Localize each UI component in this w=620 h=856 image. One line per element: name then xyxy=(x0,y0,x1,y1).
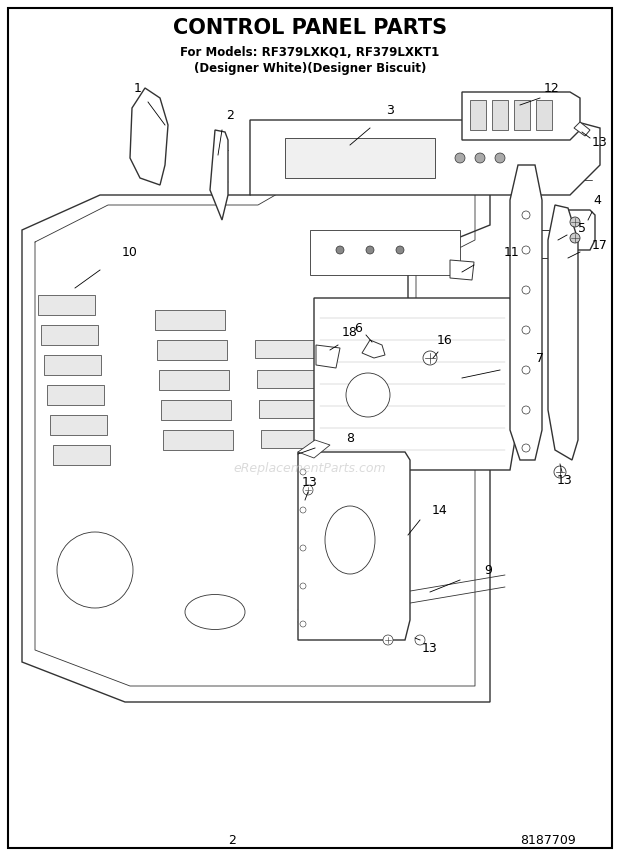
Polygon shape xyxy=(261,430,321,448)
Circle shape xyxy=(300,621,306,627)
Polygon shape xyxy=(285,138,435,178)
Polygon shape xyxy=(298,452,410,640)
Polygon shape xyxy=(310,230,460,275)
Circle shape xyxy=(522,286,530,294)
Circle shape xyxy=(522,246,530,254)
Text: 7: 7 xyxy=(536,352,544,365)
Polygon shape xyxy=(155,310,225,330)
Polygon shape xyxy=(157,340,227,360)
Polygon shape xyxy=(47,385,104,405)
Circle shape xyxy=(346,373,390,417)
Polygon shape xyxy=(22,165,490,702)
Circle shape xyxy=(383,635,393,645)
Polygon shape xyxy=(510,165,542,460)
Polygon shape xyxy=(574,122,590,136)
Polygon shape xyxy=(470,100,486,130)
Text: 6: 6 xyxy=(354,322,362,335)
Text: eReplacementParts.com: eReplacementParts.com xyxy=(234,461,386,474)
Text: 10: 10 xyxy=(122,246,138,259)
Circle shape xyxy=(423,351,437,365)
Polygon shape xyxy=(159,370,229,390)
Text: 13: 13 xyxy=(592,135,608,148)
Ellipse shape xyxy=(185,595,245,629)
Circle shape xyxy=(300,545,306,551)
Polygon shape xyxy=(560,210,595,250)
Text: 9: 9 xyxy=(484,563,492,576)
Text: 2: 2 xyxy=(226,109,234,122)
Circle shape xyxy=(522,326,530,334)
Circle shape xyxy=(415,635,425,645)
Text: CONTROL PANEL PARTS: CONTROL PANEL PARTS xyxy=(173,18,447,38)
Polygon shape xyxy=(314,298,515,470)
Polygon shape xyxy=(250,120,600,195)
Circle shape xyxy=(396,246,404,254)
Polygon shape xyxy=(41,325,98,345)
Text: For Models: RF379LXKQ1, RF379LXKT1: For Models: RF379LXKQ1, RF379LXKT1 xyxy=(180,45,440,58)
Polygon shape xyxy=(492,100,508,130)
Circle shape xyxy=(522,366,530,374)
Text: 16: 16 xyxy=(437,334,453,347)
Polygon shape xyxy=(548,205,578,460)
Polygon shape xyxy=(462,92,580,140)
Text: 18: 18 xyxy=(342,325,358,338)
Text: 13: 13 xyxy=(302,475,318,489)
Circle shape xyxy=(455,153,465,163)
Text: 8187709: 8187709 xyxy=(520,834,576,847)
Polygon shape xyxy=(316,345,340,368)
Text: 2: 2 xyxy=(228,834,236,847)
Circle shape xyxy=(303,485,313,495)
Circle shape xyxy=(336,246,344,254)
Circle shape xyxy=(475,153,485,163)
Polygon shape xyxy=(161,400,231,420)
Text: 1: 1 xyxy=(134,81,142,94)
Circle shape xyxy=(300,507,306,513)
Circle shape xyxy=(300,469,306,475)
Circle shape xyxy=(300,583,306,589)
Polygon shape xyxy=(298,440,330,458)
Text: 13: 13 xyxy=(422,641,438,655)
Text: 11: 11 xyxy=(504,246,520,259)
Polygon shape xyxy=(528,230,550,258)
Polygon shape xyxy=(259,400,319,418)
Text: 3: 3 xyxy=(386,104,394,116)
Polygon shape xyxy=(536,100,552,130)
Polygon shape xyxy=(130,88,168,185)
Circle shape xyxy=(57,532,133,608)
Polygon shape xyxy=(255,340,315,358)
Circle shape xyxy=(522,406,530,414)
Circle shape xyxy=(522,211,530,219)
Polygon shape xyxy=(257,370,317,388)
Circle shape xyxy=(366,246,374,254)
Text: 5: 5 xyxy=(578,222,586,235)
Polygon shape xyxy=(210,130,228,220)
Polygon shape xyxy=(44,355,101,375)
Polygon shape xyxy=(514,100,530,130)
Circle shape xyxy=(522,444,530,452)
Polygon shape xyxy=(53,445,110,465)
Circle shape xyxy=(570,217,580,227)
Polygon shape xyxy=(163,430,233,450)
Circle shape xyxy=(554,466,566,478)
Text: 12: 12 xyxy=(544,81,560,94)
Text: 13: 13 xyxy=(557,473,573,486)
Polygon shape xyxy=(38,295,95,315)
Text: 17: 17 xyxy=(592,239,608,252)
Polygon shape xyxy=(450,260,474,280)
Polygon shape xyxy=(362,340,385,358)
Text: 8: 8 xyxy=(346,431,354,444)
Ellipse shape xyxy=(325,506,375,574)
Text: (Designer White)(Designer Biscuit): (Designer White)(Designer Biscuit) xyxy=(194,62,426,74)
Circle shape xyxy=(570,233,580,243)
Circle shape xyxy=(495,153,505,163)
Polygon shape xyxy=(50,415,107,435)
Text: 14: 14 xyxy=(432,503,448,516)
Text: 4: 4 xyxy=(593,193,601,206)
